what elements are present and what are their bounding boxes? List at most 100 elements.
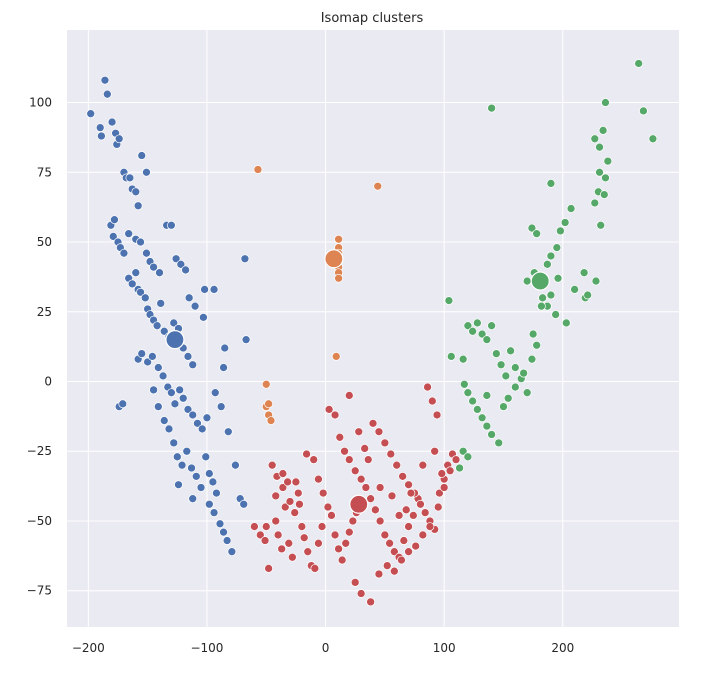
cluster-0-point	[197, 424, 207, 434]
cluster-3-point	[603, 156, 613, 166]
data-points	[86, 59, 658, 607]
cluster-3-point	[579, 268, 589, 278]
cluster-1-point	[261, 379, 271, 389]
cluster-3-point	[546, 290, 556, 300]
cluster-0-point	[86, 109, 96, 119]
cluster-3-point	[546, 251, 556, 261]
cluster-2-point	[337, 555, 347, 565]
cluster-0-point	[171, 254, 181, 264]
cluster-0-point	[188, 410, 198, 420]
cluster-2-point	[361, 483, 371, 492]
cluster-0-point	[204, 469, 214, 478]
cluster-3-point	[570, 285, 579, 294]
cluster-0-point	[239, 499, 249, 509]
cluster-3-point	[522, 388, 532, 398]
cluster-0-point	[153, 363, 163, 372]
cluster-0-point	[184, 293, 194, 303]
x-axis-ticks: −200 −100 0 100 200	[72, 641, 574, 655]
cluster-2-point	[368, 419, 378, 428]
cluster-2-point	[291, 477, 301, 487]
y-tick-label: −25	[27, 444, 52, 458]
cluster-3-point	[553, 273, 563, 283]
cluster-0-point	[201, 452, 211, 462]
cluster-0-point	[131, 187, 141, 197]
cluster-0-point	[118, 399, 128, 409]
cluster-2-point	[371, 505, 380, 515]
cluster-3-point	[510, 382, 520, 392]
x-tick-label: −100	[190, 641, 223, 655]
cluster-2-point	[445, 466, 455, 476]
cluster-0-point	[175, 385, 185, 395]
cluster-0-point	[191, 472, 201, 481]
cluster-3-point	[487, 103, 496, 113]
cluster-2-point	[398, 472, 408, 481]
cluster-0-point	[223, 427, 233, 437]
cluster-2-point	[330, 410, 340, 420]
cluster-0-point	[125, 173, 135, 183]
cluster-3-point	[546, 179, 556, 188]
cluster-2-point	[260, 536, 270, 545]
cluster-0-point	[158, 371, 168, 381]
cluster-3-point	[494, 438, 504, 448]
cluster-2-point	[363, 455, 373, 464]
cluster-1-point	[334, 234, 343, 244]
cluster-2-centroid	[349, 494, 369, 514]
cluster-2-point	[290, 508, 300, 517]
cluster-1-point	[334, 273, 343, 283]
cluster-2-point	[386, 449, 396, 459]
cluster-0-point	[178, 393, 188, 403]
cluster-3-point	[482, 421, 492, 431]
cluster-0-point	[142, 248, 151, 258]
cluster-2-point	[423, 382, 432, 392]
cluster-0-point	[167, 220, 176, 230]
cluster-2-point	[418, 460, 428, 470]
cluster-2-point	[360, 444, 370, 453]
x-tick-label: 100	[433, 641, 456, 655]
cluster-3-point	[487, 430, 496, 439]
cluster-0-point	[97, 131, 106, 141]
cluster-2-point	[375, 483, 385, 492]
cluster-0-centroid	[165, 330, 185, 350]
x-tick-label: −200	[72, 641, 105, 655]
cluster-2-point	[427, 396, 437, 406]
cluster-1-centroid	[324, 249, 344, 269]
cluster-3-point	[459, 379, 469, 389]
cluster-0-point	[155, 268, 164, 278]
cluster-0-point	[131, 268, 141, 278]
cluster-3-point	[596, 220, 606, 230]
cluster-2-point	[277, 544, 287, 554]
cluster-2-point	[264, 564, 273, 573]
cluster-3-point	[477, 329, 487, 339]
cluster-0-point	[114, 134, 124, 144]
cluster-0-point	[143, 357, 153, 367]
cluster-3-point	[482, 335, 492, 345]
cluster-2-point	[255, 530, 265, 540]
cluster-3-point	[519, 368, 528, 378]
cluster-3-point	[499, 402, 508, 411]
cluster-3-point	[532, 229, 542, 238]
cluster-2-point	[380, 438, 390, 448]
cluster-3-point	[590, 198, 600, 208]
cluster-2-point	[385, 538, 394, 548]
cluster-2-point	[273, 530, 283, 540]
cluster-3-point	[510, 363, 520, 372]
cluster-0-point	[169, 318, 179, 328]
cluster-2-point	[287, 552, 297, 562]
cluster-0-point	[208, 477, 218, 487]
cluster-2-point	[344, 527, 354, 537]
y-tick-label: 25	[37, 305, 52, 319]
cluster-0-point	[209, 508, 219, 517]
cluster-0-point	[210, 388, 220, 398]
cluster-3-point	[458, 446, 468, 456]
cluster-2-point	[278, 469, 288, 478]
cluster-2-point	[348, 516, 358, 526]
cluster-2-point	[271, 516, 281, 526]
cluster-3-point	[601, 98, 610, 107]
cluster-2-point	[335, 432, 345, 442]
cluster-2-point	[280, 502, 290, 512]
cluster-0-point	[216, 402, 226, 411]
x-tick-label: 0	[322, 641, 330, 655]
cluster-3-point	[595, 142, 604, 152]
cluster-2-point	[382, 561, 392, 570]
